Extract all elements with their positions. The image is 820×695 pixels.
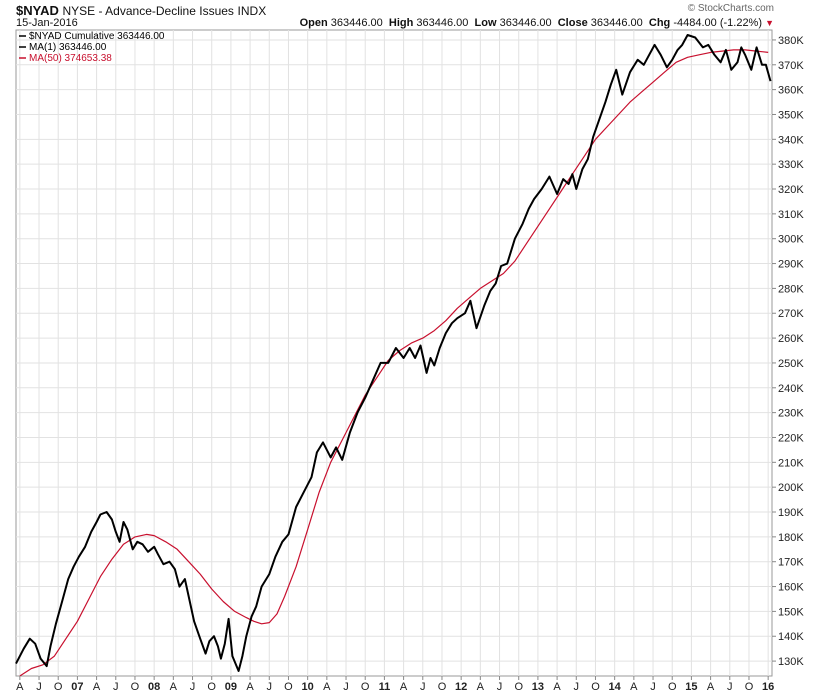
x-tick-label: O [438,681,447,693]
ohlc-readout: Open 363446.00 High 363446.00 Low 363446… [300,17,774,29]
y-tick-label: 350K [778,109,804,121]
x-tick-label: 07 [71,681,83,693]
high-value: 363446.00 [416,17,469,29]
x-tick-label: O [591,681,600,693]
legend-entry: MA(50) 374653.38 [29,53,112,64]
x-tick-label: O [745,681,754,693]
x-tick-label: J [267,681,273,693]
x-tick-label: J [113,681,119,693]
y-tick-label: 140K [778,631,804,643]
x-tick-label: 12 [455,681,467,693]
close-label: Close [557,17,588,29]
x-tick-label: O [207,681,216,693]
y-tick-label: 160K [778,582,804,594]
chart-date: 15-Jan-2016 [16,17,78,29]
x-tick-label: 15 [685,681,697,693]
y-tick-label: 370K [778,60,804,72]
legend-entry: MA(1) 363446.00 [29,42,107,53]
y-tick-label: 190K [778,507,804,519]
y-tick-label: 360K [778,85,804,97]
y-tick-label: 270K [778,308,804,320]
y-tick-label: 220K [778,432,804,444]
x-tick-label: O [668,681,677,693]
close-value: 363446.00 [590,17,643,29]
symbol-exchange: INDX [237,4,267,18]
x-tick-label: A [707,681,715,693]
x-tick-label: A [16,681,24,693]
chg-label: Chg [648,17,671,29]
x-tick-label: J [727,681,733,693]
symbol-description: NYSE - Advance-Decline Issues [62,4,234,18]
x-tick-label: O [514,681,523,693]
y-tick-label: 210K [778,457,804,469]
symbol-title: $NYAD NYSE - Advance-Decline Issues INDX [16,3,266,18]
x-tick-label: 14 [609,681,622,693]
open-value: 363446.00 [330,17,383,29]
x-tick-label: J [650,681,656,693]
y-tick-label: 290K [778,259,804,271]
y-tick-label: 330K [778,159,804,171]
watermark: © StockCharts.com [687,3,774,14]
y-tick-label: 200K [778,482,804,494]
y-tick-label: 150K [778,606,804,618]
x-tick-label: 09 [225,681,237,693]
symbol-name: $NYAD [16,3,59,18]
x-tick-label: A [477,681,485,693]
legend-entry: $NYAD Cumulative 363446.00 [29,31,165,42]
chart-header: $NYAD NYSE - Advance-Decline Issues INDX… [0,0,820,30]
series-line-ma50 [19,49,769,677]
x-tick-label: 13 [532,681,544,693]
series-line-nyad [15,34,772,672]
x-tick-label: J [36,681,42,693]
y-tick-label: 320K [778,184,804,196]
y-tick-label: 380K [778,35,804,47]
x-tick-label: A [246,681,254,693]
y-tick-label: 340K [778,134,804,146]
low-value: 363446.00 [499,17,552,29]
x-tick-label: J [343,681,349,693]
low-label: Low [474,17,497,29]
axes: 130K 140K 150K 160K 170K 180K 190K 200K 210K 220K… [16,35,804,693]
x-tick-label: A [170,681,178,693]
x-tick-label: A [93,681,101,693]
x-tick-label: 11 [379,681,391,693]
y-tick-label: 300K [778,234,804,246]
x-tick-label: 08 [148,681,160,693]
series-layer [15,34,772,677]
y-tick-label: 130K [778,656,804,668]
grid [16,30,772,676]
y-tick-label: 230K [778,408,804,420]
x-tick-label: A [630,681,638,693]
x-tick-label: J [420,681,426,693]
y-tick-label: 310K [778,209,804,221]
down-arrow-icon: ▼ [765,18,774,28]
x-tick-label: O [361,681,370,693]
x-tick-label: A [323,681,331,693]
open-label: Open [299,17,328,29]
x-tick-label: J [190,681,196,693]
x-tick-label: A [400,681,408,693]
y-tick-label: 170K [778,557,804,569]
y-tick-label: 240K [778,383,804,395]
chg-value: -4484.00 (-1.22%) [673,17,763,29]
x-tick-label: 10 [302,681,314,693]
x-tick-label: O [131,681,140,693]
y-tick-label: 280K [778,283,804,295]
x-tick-label: 16 [762,681,774,693]
x-tick-label: J [497,681,503,693]
high-label: High [388,17,414,29]
x-tick-label: O [284,681,293,693]
y-tick-label: 180K [778,532,804,544]
y-tick-label: 250K [778,358,804,370]
x-tick-label: J [574,681,580,693]
x-tick-label: O [54,681,63,693]
x-tick-label: A [553,681,561,693]
y-tick-label: 260K [778,333,804,345]
